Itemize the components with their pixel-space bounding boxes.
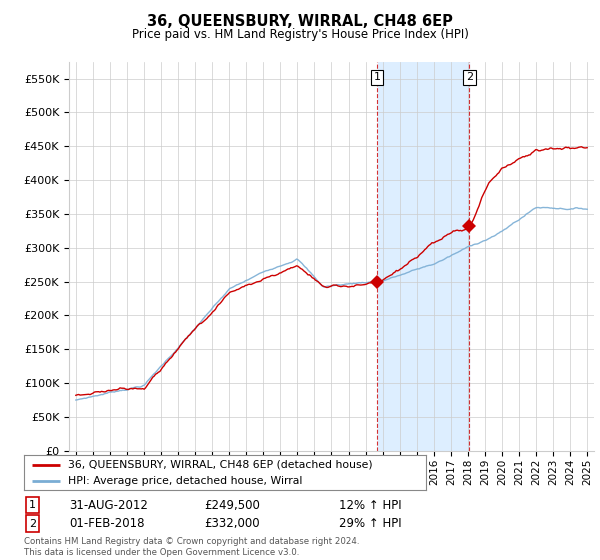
Text: 01-FEB-2018: 01-FEB-2018 [69, 517, 145, 530]
Text: 36, QUEENSBURY, WIRRAL, CH48 6EP (detached house): 36, QUEENSBURY, WIRRAL, CH48 6EP (detach… [68, 460, 373, 470]
Text: 12% ↑ HPI: 12% ↑ HPI [339, 498, 401, 512]
Text: This data is licensed under the Open Government Licence v3.0.: This data is licensed under the Open Gov… [24, 548, 299, 557]
Text: 1: 1 [29, 500, 36, 510]
Text: HPI: Average price, detached house, Wirral: HPI: Average price, detached house, Wirr… [68, 475, 302, 486]
Text: 2: 2 [466, 72, 473, 82]
Text: £249,500: £249,500 [204, 498, 260, 512]
Text: 29% ↑ HPI: 29% ↑ HPI [339, 517, 401, 530]
Text: Price paid vs. HM Land Registry's House Price Index (HPI): Price paid vs. HM Land Registry's House … [131, 28, 469, 41]
Text: £332,000: £332,000 [204, 517, 260, 530]
Text: Contains HM Land Registry data © Crown copyright and database right 2024.: Contains HM Land Registry data © Crown c… [24, 537, 359, 546]
Text: 1: 1 [374, 72, 380, 82]
Text: 31-AUG-2012: 31-AUG-2012 [69, 498, 148, 512]
Text: 36, QUEENSBURY, WIRRAL, CH48 6EP: 36, QUEENSBURY, WIRRAL, CH48 6EP [147, 14, 453, 29]
Text: 2: 2 [29, 519, 36, 529]
